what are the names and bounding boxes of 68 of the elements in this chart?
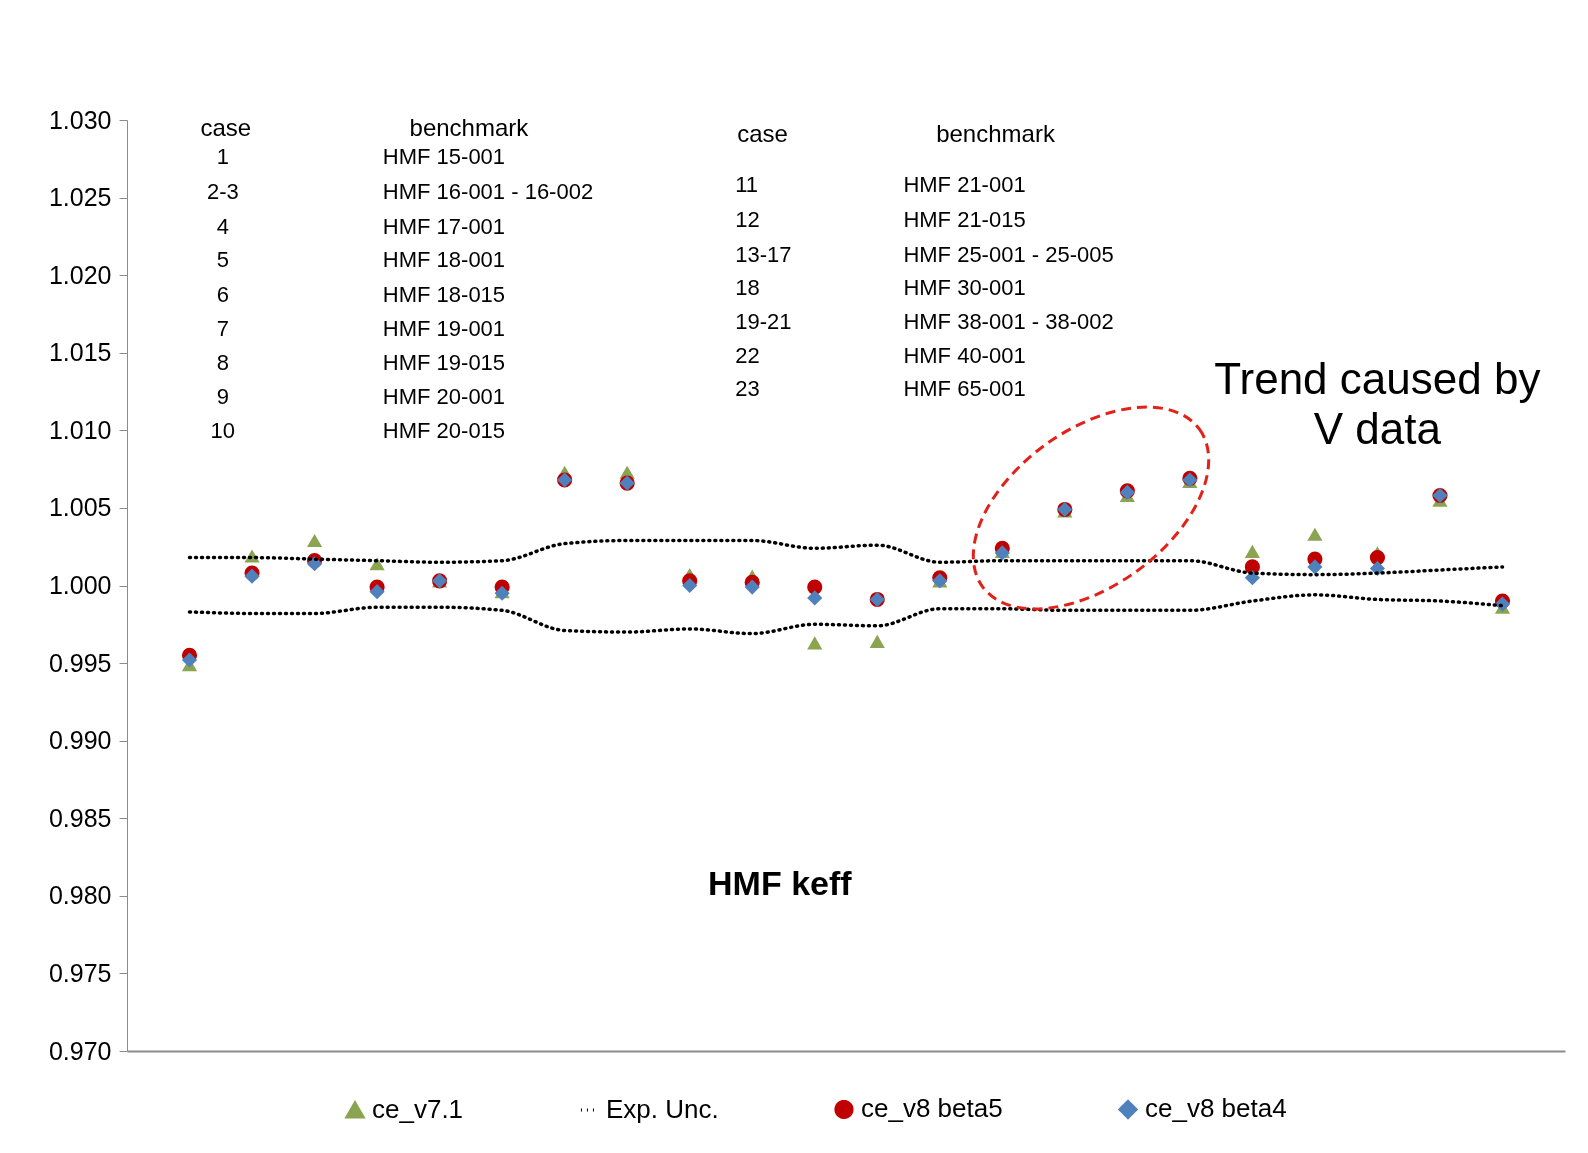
annotation: HMF 19-015 [382, 349, 506, 375]
point [369, 584, 385, 600]
legend-label: ce_v8 beta4 [1145, 1093, 1287, 1124]
annotation: HMF 19-001 [382, 316, 506, 342]
y-tick-label: 1.010 [48, 415, 112, 444]
point [682, 577, 698, 594]
y-tick-label: 0.970 [48, 1036, 112, 1065]
annotation: 13-17 [735, 242, 792, 268]
annotation: HMF 18-001 [382, 247, 506, 273]
annotation: HMF 38-001 - 38-002 [903, 309, 1114, 335]
point [1244, 544, 1260, 558]
y-tick-label: 1.000 [48, 571, 112, 599]
point [869, 634, 885, 648]
annotation: benchmark [409, 113, 530, 141]
annotation: V data [1313, 404, 1442, 454]
point [1307, 527, 1323, 541]
annotation: 9 [216, 384, 229, 409]
annotation: HMF 17-001 [382, 213, 506, 239]
y-tick-label: 1.025 [48, 183, 112, 212]
annotation: HMF 40-001 [903, 343, 1026, 369]
annotation: HMF 18-015 [382, 281, 506, 307]
annotation: HMF 21-015 [903, 206, 1026, 232]
annotation: 7 [216, 316, 229, 342]
annotation: benchmark [936, 119, 1056, 147]
y-tick-label: 0.985 [48, 803, 112, 832]
y-tick-label: 0.980 [48, 881, 112, 910]
annotation: 4 [216, 213, 229, 239]
annotation: 11 [735, 172, 759, 198]
annotation: case [737, 119, 788, 147]
y-tick-label: 1.020 [48, 260, 112, 289]
point [1369, 550, 1386, 566]
annotation: 5 [216, 247, 229, 273]
point [306, 533, 323, 548]
annotation: HMF 65-001 [903, 375, 1026, 401]
text: HMF keff [708, 864, 853, 903]
annotation: HMF 20-015 [382, 418, 506, 444]
legend-label: Exp. Unc. [606, 1094, 719, 1124]
annotation: 2-3 [206, 179, 239, 205]
annotation: 6 [216, 281, 229, 307]
y-tick-label: 0.995 [48, 648, 112, 677]
point [1307, 559, 1323, 575]
annotation: HMF 25-001 - 25-005 [903, 242, 1114, 268]
point [744, 579, 760, 595]
annotation: Trend caused by [1214, 353, 1541, 403]
annotation: 1 [216, 143, 229, 169]
annotation: 18 [735, 274, 760, 300]
point [807, 636, 823, 650]
point [807, 590, 823, 606]
annotation: HMF 15-001 [382, 143, 506, 169]
annotation: HMF 20-001 [382, 384, 506, 409]
annotation: 22 [735, 343, 760, 369]
annotation: 19-21 [735, 309, 792, 335]
point [181, 652, 198, 668]
annotation: HMF 16-001 - 16-002 [382, 179, 594, 205]
legend-label: ce_v8 beta5 [861, 1093, 1003, 1124]
annotation: 10 [210, 418, 236, 444]
legend-label: ce_v7.1 [372, 1094, 464, 1124]
annotation: 8 [216, 349, 229, 375]
y-tick-label: 1.030 [48, 105, 112, 134]
annotation: case [200, 113, 252, 141]
annotation: HMF 30-001 [903, 274, 1026, 300]
annotation: 12 [735, 206, 760, 232]
y-tick-label: 1.015 [48, 338, 112, 367]
y-tick-label: 0.975 [48, 958, 112, 987]
y-tick-label: 1.005 [48, 493, 112, 522]
y-tick-label: 0.990 [48, 726, 112, 755]
annotation: HMF 21-001 [903, 172, 1026, 198]
annotation: 23 [735, 375, 760, 401]
